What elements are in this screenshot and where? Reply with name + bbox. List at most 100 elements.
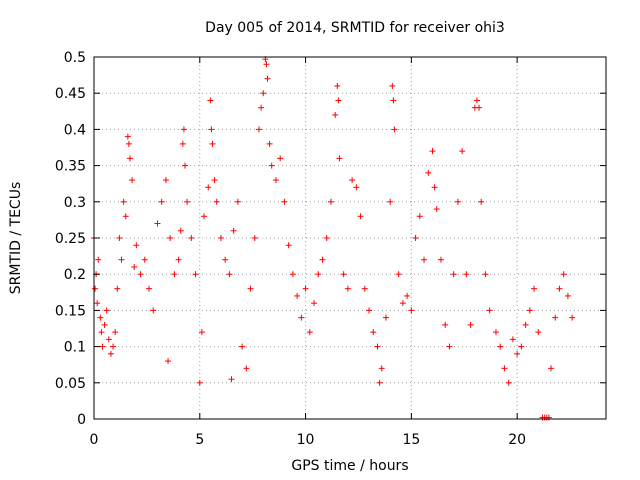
data-point: [126, 155, 133, 162]
data-point: [120, 198, 127, 205]
data-point: [382, 314, 389, 321]
data-point: [482, 271, 489, 278]
x-tick-label: 20: [508, 432, 526, 448]
data-point: [391, 126, 398, 133]
y-tick-label: 0: [77, 412, 86, 428]
data-point: [184, 198, 191, 205]
data-point: [272, 177, 279, 184]
data-point: [285, 242, 292, 249]
data-point: [374, 343, 381, 350]
data-point: [211, 177, 218, 184]
data-point: [125, 140, 132, 147]
data-point: [103, 307, 110, 314]
y-tick-label: 0.3: [64, 195, 86, 211]
data-point: [421, 256, 428, 263]
data-point: [208, 126, 215, 133]
data-point: [247, 285, 254, 292]
data-point: [492, 329, 499, 336]
data-point: [239, 343, 246, 350]
data-point: [92, 285, 99, 292]
data-point: [408, 307, 415, 314]
data-point: [459, 148, 466, 155]
chart-title: Day 005 of 2014, SRMTID for receiver ohi…: [205, 20, 505, 36]
data-point: [228, 376, 235, 383]
data-point: [311, 300, 318, 307]
data-point: [180, 126, 187, 133]
data-point: [266, 140, 273, 147]
data-point: [431, 184, 438, 191]
data-point: [552, 314, 559, 321]
data-point: [509, 336, 516, 343]
data-point: [146, 285, 153, 292]
data-point: [268, 162, 275, 169]
data-point: [315, 271, 322, 278]
data-point: [526, 307, 533, 314]
axis-ticks: [93, 56, 606, 420]
y-tick-label: 0.5: [64, 50, 86, 66]
data-point: [258, 104, 265, 111]
data-point: [437, 256, 444, 263]
data-point: [390, 97, 397, 104]
grid-lines: [94, 57, 606, 419]
data-point: [425, 169, 432, 176]
data-point: [376, 379, 383, 386]
data-point: [99, 343, 106, 350]
data-point: [349, 177, 356, 184]
data-point: [251, 235, 258, 241]
data-point: [366, 307, 373, 314]
data-point: [207, 97, 214, 104]
data-point: [357, 213, 364, 220]
data-point: [395, 271, 402, 278]
x-tick-label: 0: [90, 432, 99, 448]
data-point: [97, 314, 104, 321]
data-point: [340, 271, 347, 278]
data-point: [98, 329, 105, 336]
data-point: [547, 365, 554, 372]
data-point: [150, 307, 157, 314]
data-point: [256, 126, 263, 133]
y-tick-label: 0.25: [55, 231, 86, 247]
x-axis-title: GPS time / hours: [291, 458, 408, 474]
data-point: [205, 184, 212, 191]
y-tick-label: 0.45: [55, 86, 86, 102]
data-point: [387, 198, 394, 205]
data-point: [323, 235, 330, 241]
data-point: [226, 271, 233, 278]
y-tick-label: 0.35: [55, 159, 86, 175]
data-point: [433, 206, 440, 213]
data-point: [344, 285, 351, 292]
data-point: [141, 256, 148, 263]
x-tick-label: 15: [402, 432, 420, 448]
data-point: [263, 61, 270, 68]
data-point: [298, 314, 305, 321]
data-point: [564, 292, 571, 299]
data-point: [535, 329, 542, 336]
data-point: [105, 336, 112, 343]
data-points: [91, 56, 576, 421]
x-tick-label: 5: [195, 432, 204, 448]
data-point: [101, 321, 108, 328]
data-point: [137, 271, 144, 278]
data-point: [332, 111, 339, 118]
data-point: [319, 256, 326, 263]
data-point: [188, 235, 195, 241]
data-point: [289, 271, 296, 278]
data-point: [116, 235, 123, 241]
data-point: [429, 148, 436, 155]
data-point: [522, 321, 529, 328]
data-point: [370, 329, 377, 336]
data-point: [514, 350, 521, 357]
data-point: [209, 140, 216, 147]
data-point: [327, 198, 334, 205]
data-point: [264, 75, 271, 82]
data-point: [463, 271, 470, 278]
data-point: [181, 162, 188, 169]
data-point: [122, 213, 129, 220]
data-point: [192, 271, 199, 278]
data-point: [399, 300, 406, 307]
data-point: [260, 90, 267, 97]
data-point: [217, 235, 224, 241]
data-point: [467, 321, 474, 328]
data-point: [131, 263, 138, 270]
